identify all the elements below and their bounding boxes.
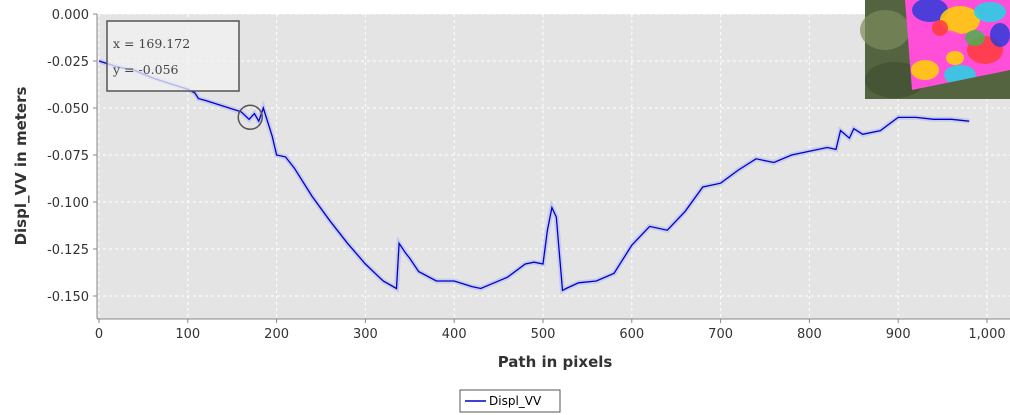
inset-color-patch (974, 2, 1006, 22)
x-axis-ticks: 0 100 200 300 400 500 600 700 800 900 1,000 (95, 319, 1006, 342)
legend-entry-displ-vv: Displ_VV (489, 394, 542, 408)
x-tick-label: 1,000 (968, 327, 1005, 342)
x-tick-label: 300 (353, 327, 378, 342)
tooltip-x-text: x = 169.172 (113, 36, 190, 51)
y-tick-label: -0.025 (47, 55, 89, 70)
x-tick-label: 0 (95, 327, 103, 342)
x-tick-label: 100 (175, 327, 200, 342)
legend-box (459, 389, 561, 413)
x-tick-label: 400 (442, 327, 467, 342)
inset-color-patch (946, 51, 964, 65)
inset-color-patch (940, 6, 980, 34)
plot-background (97, 14, 1010, 319)
grid-lines (97, 13, 1010, 319)
x-tick-label: 500 (531, 327, 556, 342)
y-tick-label: 0.000 (52, 8, 89, 23)
x-tick-label: 700 (708, 327, 733, 342)
y-tick-label: -0.075 (47, 149, 89, 164)
x-axis-label: Path in pixels (498, 353, 613, 371)
y-tick-label: -0.100 (47, 196, 89, 211)
sar-displacement-thumbnail (860, 0, 1010, 99)
x-tick-label: 200 (264, 327, 289, 342)
cursor-marker[interactable] (237, 104, 263, 131)
tooltip-y-text: y = -0.056 (112, 62, 179, 77)
x-tick-label: 800 (797, 327, 822, 342)
tooltip-box (106, 20, 240, 92)
inset-color-patch (990, 23, 1010, 47)
series-displ-vv-line (98, 60, 970, 292)
y-tick-label: -0.125 (47, 243, 89, 258)
inset-color-patch (965, 30, 985, 46)
legend: Displ_VV (459, 389, 561, 413)
inset-color-patch (911, 60, 939, 80)
x-tick-label: 600 (619, 327, 644, 342)
y-tick-label: -0.150 (47, 290, 89, 305)
y-axis-label: Displ_VV in meters (12, 87, 30, 246)
inset-color-patch (912, 0, 948, 22)
tooltip: x = 169.172 y = -0.056 (106, 20, 240, 92)
y-axis-ticks: 0.000 -0.025 -0.050 -0.075 -0.100 -0.125 -0.15… (47, 8, 97, 305)
x-tick-label: 900 (886, 327, 911, 342)
y-tick-label: -0.050 (47, 102, 89, 117)
inset-color-patch (932, 20, 948, 36)
